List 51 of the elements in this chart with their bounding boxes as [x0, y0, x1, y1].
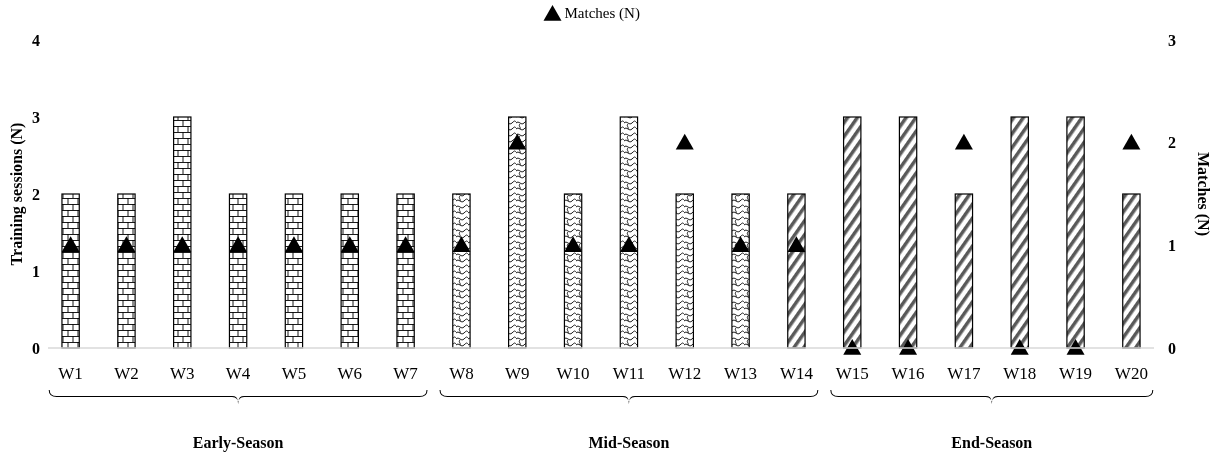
x-tick-label: W15 — [835, 363, 869, 383]
x-tick-label: W4 — [225, 363, 251, 383]
y-tick-label: 4 — [32, 31, 40, 49]
x-tick-label: W19 — [1059, 363, 1093, 383]
y2-tick-label: 3 — [1168, 31, 1176, 49]
point — [731, 236, 750, 253]
y2-tick-label: 2 — [1168, 134, 1176, 152]
point — [284, 236, 303, 253]
point — [452, 236, 471, 253]
x-tick-label: W14 — [779, 363, 814, 383]
x-tick-label: W12 — [668, 363, 702, 383]
point — [340, 236, 359, 253]
y-tick-label: 2 — [32, 185, 40, 203]
x-tick-label: W6 — [337, 363, 363, 383]
y2-tick-label: 0 — [1168, 339, 1176, 357]
x-tick-label: W5 — [281, 363, 307, 383]
point — [787, 236, 806, 253]
x-tick-label: W16 — [891, 363, 925, 383]
y-tick-label: 3 — [32, 108, 40, 126]
text: End-Season — [951, 434, 1033, 451]
x-tick-label: W11 — [612, 363, 646, 383]
y2-tick-label: 1 — [1168, 236, 1176, 254]
point — [675, 133, 694, 150]
point — [508, 133, 527, 150]
point — [117, 236, 136, 253]
point — [619, 236, 638, 253]
y-axis-title: Training sessions (N) — [8, 122, 26, 266]
y-tick-label: 1 — [32, 262, 40, 280]
x-tick-label: W10 — [556, 363, 590, 383]
point — [564, 236, 583, 253]
x-tick-label: W18 — [1003, 363, 1037, 383]
x-tick-label: W13 — [724, 363, 758, 383]
x-tick-label: W7 — [393, 363, 419, 383]
text: Mid-Season — [588, 434, 670, 451]
point — [229, 236, 248, 253]
point — [61, 236, 80, 253]
point — [1122, 133, 1141, 150]
x-tick-label: W2 — [114, 363, 139, 383]
x-tick-label: W3 — [170, 363, 195, 383]
x-tick-label: W20 — [1114, 363, 1148, 383]
x-tick-label: W8 — [449, 363, 474, 383]
point — [396, 236, 415, 253]
legend-label: Matches (N) — [564, 5, 640, 22]
y-tick-label: 0 — [32, 339, 40, 357]
point — [173, 236, 192, 253]
text: Early-Season — [192, 434, 284, 452]
x-tick-label: W1 — [58, 363, 83, 383]
x-tick-label: W9 — [504, 363, 530, 383]
y2-axis-title: Matches (N) — [1194, 152, 1212, 236]
x-tick-label: W17 — [947, 363, 981, 383]
point — [954, 133, 973, 150]
